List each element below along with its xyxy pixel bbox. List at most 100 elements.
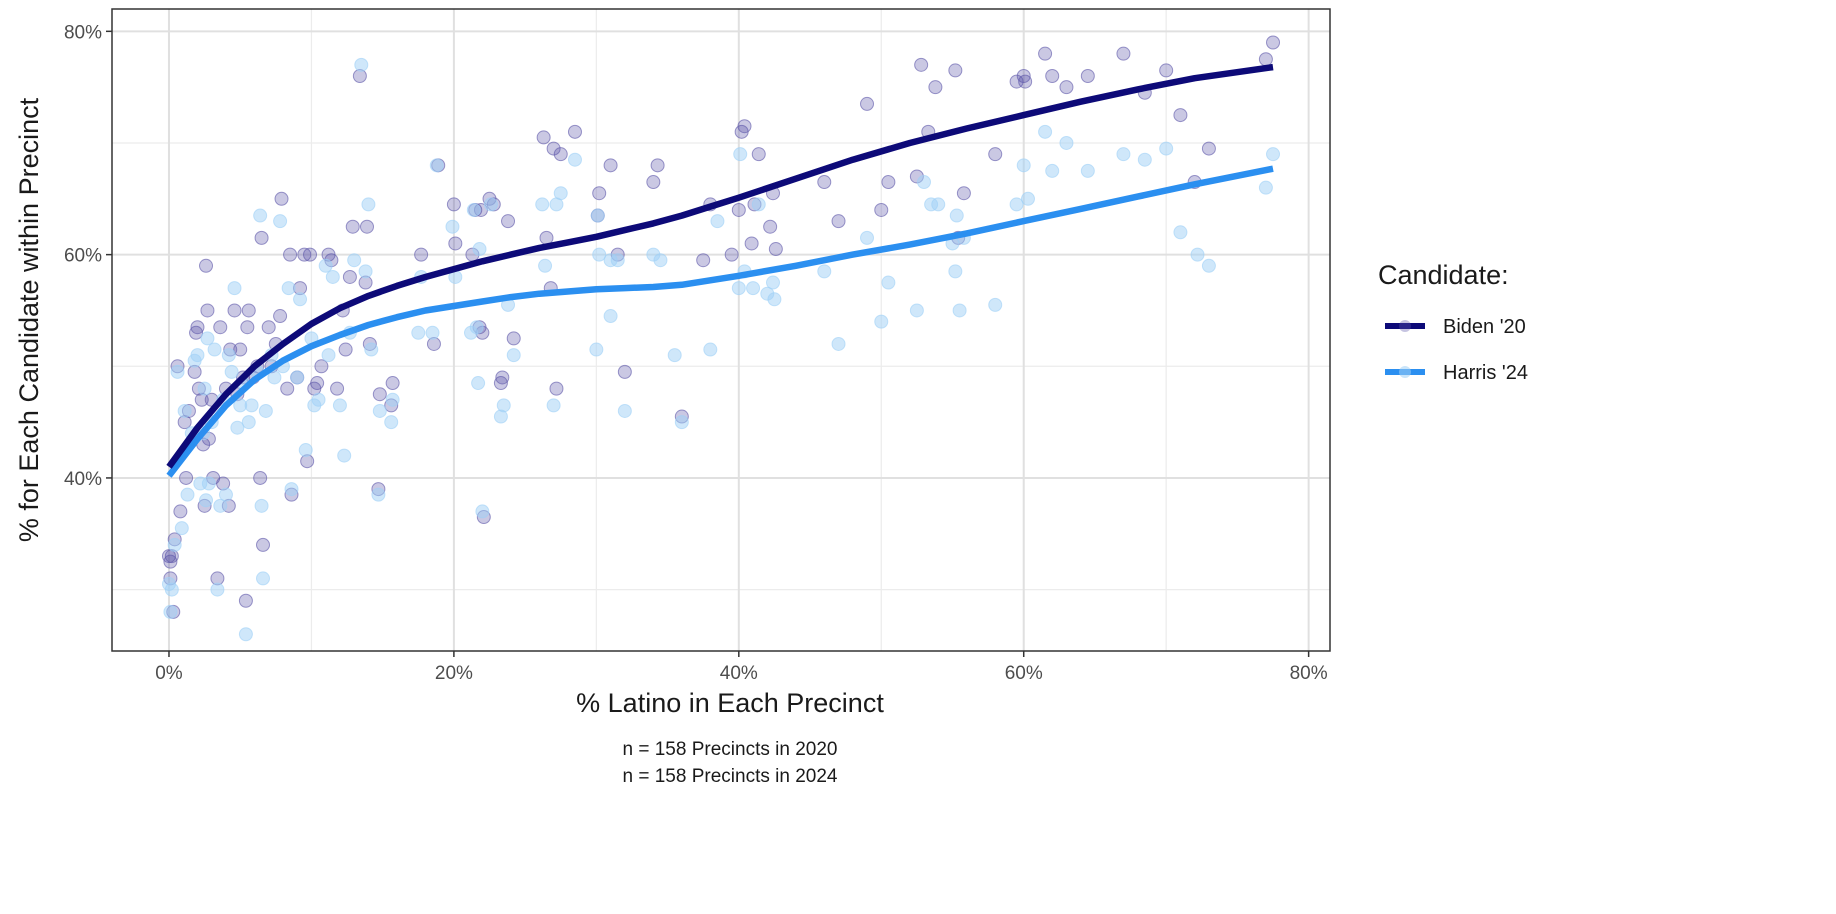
harris-point (298, 443, 313, 458)
harris-point (445, 219, 460, 234)
biden-point (1116, 46, 1131, 61)
biden-point (213, 320, 228, 335)
harris-point (218, 487, 233, 502)
harris-point (241, 415, 256, 430)
harris-point (881, 275, 896, 290)
biden-point (495, 370, 510, 385)
harris-point (361, 197, 376, 212)
biden-point (724, 247, 739, 262)
y-tick-label: 40% (64, 469, 102, 490)
harris-point (496, 398, 511, 413)
harris-point (546, 398, 561, 413)
harris-trend-line (166, 165, 1274, 478)
harris-point (364, 342, 379, 357)
biden-point (737, 119, 752, 134)
biden-point (592, 186, 607, 201)
biden-point (1266, 35, 1281, 50)
harris-point (411, 325, 426, 340)
harris-point (471, 376, 486, 391)
harris-point (170, 364, 185, 379)
biden-trend-line (166, 63, 1274, 469)
biden-point (314, 359, 329, 374)
harris-point (174, 521, 189, 536)
legend-item-biden: Biden '20 (1385, 316, 1526, 338)
trend-lines (166, 63, 1274, 478)
biden-point (280, 381, 295, 396)
biden-point (253, 470, 268, 485)
x-axis-title: % Latino in Each Precinct (576, 688, 884, 718)
biden-point (1016, 68, 1031, 83)
harris-point (337, 448, 352, 463)
biden-point (650, 158, 665, 173)
biden-point (696, 253, 711, 268)
x-tick-label: 0% (155, 663, 183, 684)
harris-point (874, 314, 889, 329)
biden-point (385, 376, 400, 391)
harris-point (332, 398, 347, 413)
harris-point (321, 348, 336, 363)
harris-point (831, 336, 846, 351)
gridlines (112, 9, 1330, 651)
biden-point (446, 197, 461, 212)
x-axis-ticks: 0% 20% 40% 60% 80% (155, 651, 1328, 684)
biden-point (163, 554, 178, 569)
biden-point (240, 320, 255, 335)
harris-point (667, 348, 682, 363)
panel-border (111, 8, 1331, 652)
harris-point (1258, 180, 1273, 195)
harris-point (1190, 247, 1205, 262)
biden-point (297, 247, 312, 262)
biden-point (200, 303, 215, 318)
harris-point (1201, 258, 1216, 273)
biden-point (261, 320, 276, 335)
biden-point (227, 303, 242, 318)
biden-point (254, 230, 269, 245)
harris-point (469, 320, 484, 335)
harris-point (197, 381, 212, 396)
harris-point (290, 370, 305, 385)
biden-point (359, 219, 374, 234)
harris-point (703, 342, 718, 357)
x-tick-label: 40% (720, 663, 758, 684)
harris-point (949, 208, 964, 223)
y-tick-label: 80% (64, 22, 102, 43)
harris-point (817, 264, 832, 279)
biden-point (501, 214, 516, 229)
harris-point (230, 420, 245, 435)
harris-point (273, 214, 288, 229)
harris-point (311, 392, 326, 407)
harris-point (1173, 225, 1188, 240)
harris-point (371, 487, 386, 502)
x-tick-label: 60% (1005, 663, 1043, 684)
harris-points (161, 57, 1281, 642)
x-tick-label: 20% (435, 663, 473, 684)
biden-point (1201, 141, 1216, 156)
harris-point (767, 292, 782, 307)
harris-point (603, 309, 618, 324)
harris-point (200, 331, 215, 346)
harris-point (567, 152, 582, 167)
harris-point (318, 258, 333, 273)
biden-point (817, 175, 832, 190)
biden-point (617, 364, 632, 379)
harris-point (1009, 197, 1024, 212)
harris-point (238, 627, 253, 642)
caption-line-2024: n = 158 Precincts in 2024 (623, 766, 838, 787)
harris-point (354, 57, 369, 72)
biden-point (190, 320, 205, 335)
y-axis-title: % for Each Candidate within Precinct (14, 97, 44, 542)
harris-point (860, 230, 875, 245)
harris-point (589, 342, 604, 357)
harris-point (617, 403, 632, 418)
harris-point (256, 571, 271, 586)
biden-point (1159, 63, 1174, 78)
biden-point (1018, 74, 1033, 89)
biden-point (988, 147, 1003, 162)
harris-point (199, 493, 214, 508)
x-tick-label: 80% (1290, 663, 1328, 684)
biden-point (342, 269, 357, 284)
harris-point (1080, 163, 1095, 178)
legend-label-biden: Biden '20 (1443, 316, 1526, 338)
